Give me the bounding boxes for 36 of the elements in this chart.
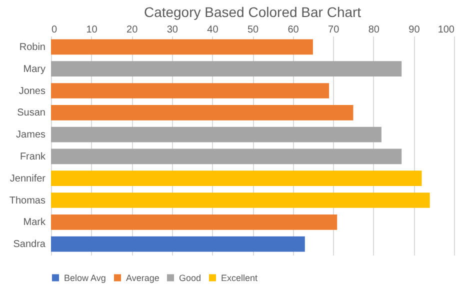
y-tick-label: Jennifer (10, 173, 46, 184)
bar (51, 61, 402, 77)
bar (51, 104, 354, 120)
legend-label: Average (126, 272, 160, 283)
x-tick-label: 0 (52, 24, 58, 36)
bar (51, 214, 338, 230)
bar (51, 236, 305, 252)
y-tick-label: Frank (20, 151, 46, 162)
x-tick-label: 50 (247, 24, 259, 36)
bar (51, 170, 422, 186)
x-tick-label: 70 (328, 24, 340, 36)
y-tick-label: Susan (17, 108, 46, 119)
y-tick-label: James (16, 130, 46, 141)
y-tick-label: Mary (23, 64, 46, 75)
y-tick-label: Thomas (9, 195, 46, 206)
y-tick-label: Sandra (13, 239, 46, 250)
x-tick-label: 60 (288, 24, 300, 36)
x-tick-label: 100 (438, 24, 455, 36)
x-tick-label: 90 (408, 24, 420, 36)
legend-label: Excellent (221, 272, 258, 283)
x-tick-label: 40 (207, 24, 219, 36)
bar (51, 39, 313, 55)
bar (51, 83, 330, 98)
y-tick-label: Robin (19, 42, 46, 53)
y-tick-label: Jones (18, 86, 46, 97)
x-tick-label: 80 (368, 24, 380, 36)
x-tick-label: 10 (86, 24, 98, 36)
x-tick-label: 20 (126, 24, 138, 36)
y-tick-label: Mark (23, 217, 46, 228)
legend-label: Good (179, 272, 202, 283)
bar (51, 192, 430, 208)
legend-label: Below Avg (64, 272, 106, 283)
bar (51, 148, 402, 164)
bar (51, 126, 382, 142)
x-tick-label: 30 (166, 24, 178, 36)
chart-title: Category Based Colored Bar Chart (144, 4, 362, 20)
